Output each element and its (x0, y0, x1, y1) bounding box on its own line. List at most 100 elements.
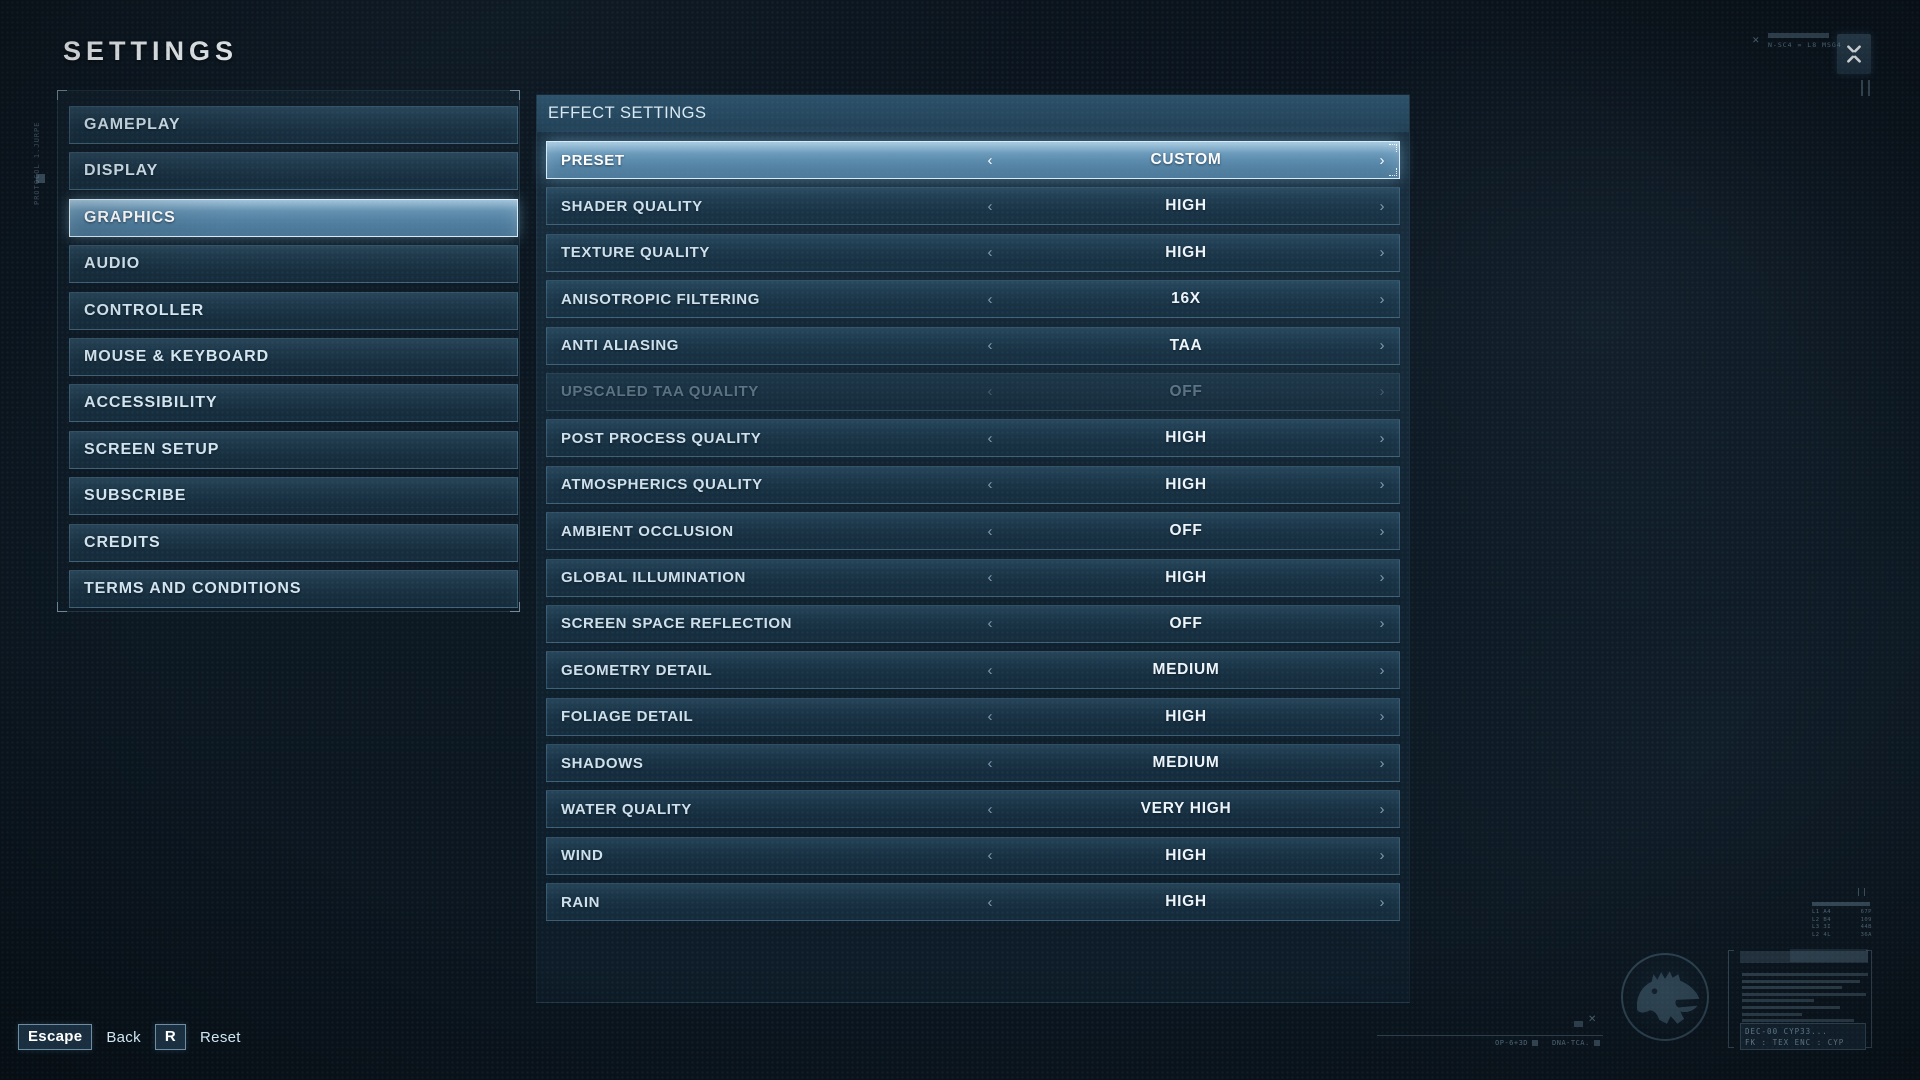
chevron-left-icon[interactable]: ‹ (987, 800, 993, 818)
chevron-left-icon[interactable]: ‹ (987, 615, 993, 633)
chevron-right-icon[interactable]: › (1379, 337, 1385, 355)
setting-label: ANTI ALIASING (561, 337, 680, 355)
chevron-right-icon[interactable]: › (1379, 754, 1385, 772)
row-upscaled-taa-quality[interactable]: UPSCALED TAA QUALITY ‹ OFF › (546, 372, 1400, 411)
row-shader-quality[interactable]: SHADER QUALITY ‹ HIGH › (546, 187, 1400, 226)
sidebar-item-graphics[interactable]: GRAPHICS (69, 198, 518, 237)
row-wind[interactable]: WIND ‹ HIGH › (546, 836, 1400, 875)
setting-label: WATER QUALITY (561, 800, 692, 818)
row-anti-aliasing[interactable]: ANTI ALIASING ‹ TAA › (546, 326, 1400, 365)
row-preset[interactable]: PRESET ‹ CUSTOM › (546, 141, 1400, 179)
sidebar-item-accessibility[interactable]: ACCESSIBILITY (69, 384, 518, 423)
chevron-right-icon[interactable]: › (1379, 847, 1385, 865)
sidebar-item-controller[interactable]: CONTROLLER (69, 291, 518, 330)
hud-tick (1861, 80, 1863, 96)
sidebar-item-label: TERMS AND CONDITIONS (84, 579, 302, 597)
sidebar-item-screen-setup[interactable]: SCREEN SETUP (69, 430, 518, 469)
sidebar-item-gameplay[interactable]: GAMEPLAY (69, 106, 518, 144)
sidebar-item-display[interactable]: DISPLAY (69, 152, 518, 191)
mini-table-row: L2 4L 36A (1812, 932, 1872, 940)
mini-table-header-bar (1812, 902, 1870, 906)
row-atmospherics-quality[interactable]: ATMOSPHERICS QUALITY ‹ HIGH › (546, 465, 1400, 504)
row-texture-quality[interactable]: TEXTURE QUALITY ‹ HIGH › (546, 233, 1400, 272)
hud-bottom-bar (1790, 949, 1868, 962)
escape-key-cap[interactable]: Escape (18, 1024, 93, 1050)
chevron-left-icon[interactable]: ‹ (987, 244, 993, 262)
value-group: ‹ HIGH › (973, 188, 1399, 224)
mini-table-cell: L2 B4 (1812, 916, 1832, 923)
row-anisotropic-filtering[interactable]: ANISOTROPIC FILTERING ‹ 16X › (546, 280, 1400, 319)
chevron-left-icon[interactable]: ‹ (987, 522, 993, 540)
chevron-right-icon[interactable]: › (1379, 661, 1385, 679)
collapse-icon (1847, 45, 1861, 63)
row-geometry-detail[interactable]: GEOMETRY DETAIL ‹ MEDIUM › (546, 651, 1400, 690)
chevron-left-icon[interactable]: ‹ (987, 569, 993, 587)
hud-chip (1574, 1021, 1583, 1027)
chevron-right-icon[interactable]: › (1379, 569, 1385, 587)
sidebar-item-subscribe[interactable]: SUBSCRIBE (69, 477, 518, 516)
page-title: SETTINGS (63, 36, 239, 66)
chevron-left-icon[interactable]: ‹ (987, 197, 993, 215)
setting-label: FOLIAGE DETAIL (561, 708, 694, 726)
setting-value: HIGH (1165, 429, 1207, 447)
setting-label: WIND (561, 847, 604, 865)
chevron-left-icon[interactable]: ‹ (987, 476, 993, 494)
chevron-right-icon[interactable]: › (1379, 800, 1385, 818)
setting-label: GEOMETRY DETAIL (561, 661, 713, 679)
chevron-left-icon[interactable]: ‹ (987, 383, 993, 401)
chevron-right-icon[interactable]: › (1379, 197, 1385, 215)
sidebar-item-credits[interactable]: CREDITS (69, 523, 518, 562)
hud-data-topbar (1740, 951, 1868, 963)
chevron-left-icon[interactable]: ‹ (987, 337, 993, 355)
value-group: ‹ MEDIUM › (973, 745, 1399, 781)
sidebar-item-audio[interactable]: AUDIO (69, 245, 518, 284)
sidebar-item-label: SUBSCRIBE (84, 487, 187, 505)
sidebar-item-terms-and-conditions[interactable]: TERMS AND CONDITIONS (69, 569, 518, 608)
row-water-quality[interactable]: WATER QUALITY ‹ VERY HIGH › (546, 790, 1400, 829)
row-ambient-occlusion[interactable]: AMBIENT OCCLUSION ‹ OFF › (546, 512, 1400, 551)
setting-label: SCREEN SPACE REFLECTION (561, 615, 793, 633)
chevron-right-icon[interactable]: › (1379, 244, 1385, 262)
chevron-right-icon[interactable]: › (1379, 383, 1385, 401)
hud-mini-table: L1 A4 67P L2 B4 109 L3 3I 44B L2 4L 36A (1812, 902, 1872, 939)
r-key-cap[interactable]: R (154, 1024, 187, 1050)
chevron-left-icon[interactable]: ‹ (987, 708, 993, 726)
chevron-right-icon[interactable]: › (1379, 522, 1385, 540)
setting-value: HIGH (1165, 197, 1207, 215)
row-foliage-detail[interactable]: FOLIAGE DETAIL ‹ HIGH › (546, 697, 1400, 736)
chevron-left-icon[interactable]: ‹ (987, 754, 993, 772)
value-group: ‹ HIGH › (973, 699, 1399, 735)
decoder-line-2: FK : TEX ENC : CYP (1745, 1038, 1845, 1047)
chevron-left-icon[interactable]: ‹ (987, 429, 993, 447)
settings-sidebar: GAMEPLAY DISPLAY GRAPHICS AUDIO CONTROLL… (57, 90, 520, 612)
panel-header-label: EFFECT SETTINGS (548, 104, 707, 122)
chevron-right-icon[interactable]: › (1379, 708, 1385, 726)
hud-topright-bar (1768, 33, 1829, 38)
chevron-left-icon[interactable]: ‹ (987, 661, 993, 679)
setting-label: TEXTURE QUALITY (561, 244, 711, 262)
collapse-button[interactable] (1837, 34, 1871, 74)
chevron-right-icon[interactable]: › (1379, 476, 1385, 494)
sidebar-item-mouse-keyboard[interactable]: MOUSE & KEYBOARD (69, 337, 518, 376)
corner-bracket (510, 90, 520, 100)
row-screen-space-reflection[interactable]: SCREEN SPACE REFLECTION ‹ OFF › (546, 604, 1400, 643)
row-shadows[interactable]: SHADOWS ‹ MEDIUM › (546, 744, 1400, 783)
reset-hint[interactable]: R Reset (154, 1024, 241, 1050)
back-hint[interactable]: Escape Back (18, 1024, 141, 1050)
chevron-right-icon[interactable]: › (1379, 151, 1385, 169)
back-label: Back (106, 1028, 141, 1046)
row-global-illumination[interactable]: GLOBAL ILLUMINATION ‹ HIGH › (546, 558, 1400, 597)
chevron-left-icon[interactable]: ‹ (987, 290, 993, 308)
chevron-right-icon[interactable]: › (1379, 429, 1385, 447)
row-rain[interactable]: RAIN ‹ HIGH › (546, 883, 1400, 922)
chevron-right-icon[interactable]: › (1379, 893, 1385, 911)
chevron-right-icon[interactable]: › (1379, 290, 1385, 308)
chevron-left-icon[interactable]: ‹ (987, 893, 993, 911)
setting-value: HIGH (1165, 475, 1207, 493)
chevron-left-icon[interactable]: ‹ (987, 151, 993, 169)
chevron-right-icon[interactable]: › (1379, 615, 1385, 633)
chevron-left-icon[interactable]: ‹ (987, 847, 993, 865)
setting-value: HIGH (1165, 846, 1207, 864)
mini-table-row: L3 3I 44B (1812, 924, 1872, 932)
row-post-process-quality[interactable]: POST PROCESS QUALITY ‹ HIGH › (546, 419, 1400, 458)
